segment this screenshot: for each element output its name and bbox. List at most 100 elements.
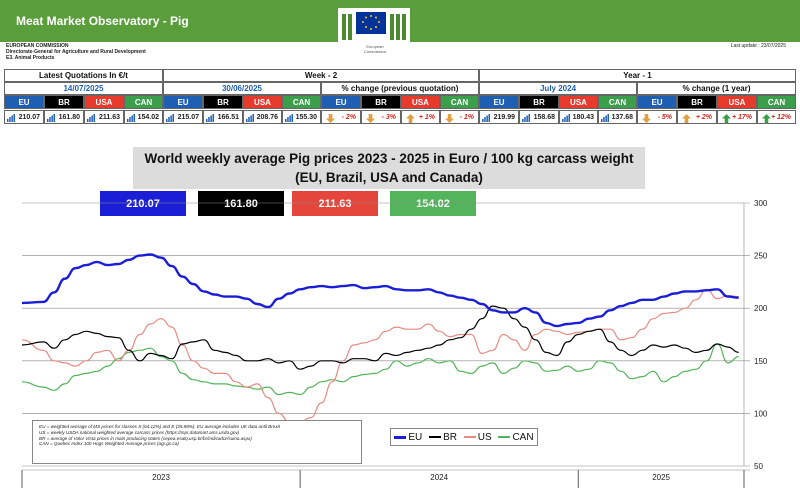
week-value-usa: 208.76 (243, 110, 282, 124)
latest-quotations-label: Latest Quotations In €/t (4, 69, 163, 82)
week-value-eu: 215.07 (163, 110, 203, 124)
y-tick-label: 250 (754, 252, 768, 261)
year-label: Year - 1 (479, 69, 796, 82)
week-label: Week - 2 (163, 69, 479, 82)
legend-label-us: US (477, 431, 492, 443)
year-tag-usa: USA (559, 95, 598, 109)
eu-logo (338, 8, 410, 42)
y-tick-label: 300 (754, 199, 768, 208)
week-tag-br: BR (203, 95, 243, 109)
legend-item-eu: EU (394, 432, 422, 443)
year-value-br: 158.68 (519, 110, 559, 124)
year-value-eu: 219.99 (479, 110, 519, 124)
value-text: - 2% (341, 113, 356, 121)
notes-box: EU = weighted average of MS prices for c… (32, 420, 362, 464)
value-text: 210.07 (18, 113, 40, 121)
week-change-value-can: - 1% (440, 110, 479, 124)
week-change-tag-can: CAN (440, 95, 479, 109)
latest-date: 14/07/2025 (4, 82, 163, 95)
y-tick-label: 100 (754, 409, 768, 418)
note-can: CAN = Quebec Index 100 Hogs Weighted Ave… (39, 441, 179, 447)
usa-price-box: 211.63 (292, 191, 378, 216)
org-line-3: E3. Animal Products (6, 55, 55, 61)
value-text: 211.63 (98, 113, 120, 121)
note-br: BR = average of Valor Vista prices in ma… (39, 435, 252, 441)
bar-chart-icon (522, 114, 530, 122)
arrow-up-icon (406, 114, 415, 123)
week-tag-can: CAN (282, 95, 321, 109)
latest-value-eu: 210.07 (4, 110, 44, 124)
can-price-box: 154.02 (390, 191, 476, 216)
value-text: + 2% (695, 113, 712, 121)
y-tick-label: 150 (754, 357, 768, 366)
year-value-can: 137.68 (598, 110, 637, 124)
week-value-br: 166.51 (203, 110, 243, 124)
bar-chart-icon (285, 114, 293, 122)
year-value-usa: 180.43 (559, 110, 598, 124)
value-text: 154.02 (137, 113, 159, 121)
week-value-can: 155.30 (282, 110, 321, 124)
value-text: 166.51 (217, 113, 239, 121)
bar-chart-icon (166, 114, 174, 122)
year-tag-can: CAN (598, 95, 637, 109)
week-tag-eu: EU (163, 95, 203, 109)
value-text: 158.68 (533, 113, 555, 121)
bar-chart-icon (127, 114, 135, 122)
value-text: 215.07 (177, 113, 199, 121)
chart-subtitle: (EU, Brazil, USA and Canada) (295, 170, 483, 185)
bar-chart-icon (47, 114, 55, 122)
last-update: Last update : 23/07/2025 (730, 43, 786, 49)
bar-chart-icon (87, 114, 95, 122)
latest-tag-eu: EU (4, 95, 44, 109)
latest-value-can: 154.02 (124, 110, 163, 124)
year-change-tag-can: CAN (757, 95, 796, 109)
value-text: - 3% (381, 113, 396, 121)
week-change-tag-eu: EU (321, 95, 361, 109)
latest-tag-can: CAN (124, 95, 163, 109)
latest-value-usa: 211.63 (84, 110, 124, 124)
arrow-up-icon (762, 114, 771, 123)
br-price-box: 161.80 (198, 191, 284, 216)
week-change-value-eu: - 2% (321, 110, 361, 124)
year-change-tag-eu: EU (637, 95, 677, 109)
org-line-2: Directorate-General for Agriculture and … (6, 49, 146, 55)
x-year-label: 2023 (152, 473, 170, 482)
year-change-value-br: + 2% (677, 110, 717, 124)
bar-chart-icon (7, 114, 15, 122)
year-change-value-eu: - 5% (637, 110, 677, 124)
bar-chart-icon (562, 114, 570, 122)
arrow-down-icon (445, 114, 454, 123)
week-change-label: % change (previous quotation) (321, 82, 479, 95)
series-legend: EU BR US CAN (390, 428, 538, 446)
y-tick-label: 200 (754, 304, 768, 313)
week-change-tag-br: BR (361, 95, 401, 109)
legend-label-eu: EU (408, 431, 423, 443)
note-us: US = weekly USDA national weighted avera… (39, 429, 240, 435)
org-line-1: EUROPEAN COMMISSION (6, 43, 69, 49)
latest-value-br: 161.80 (44, 110, 84, 124)
year-tag-eu: EU (479, 95, 519, 109)
legend-label-can: CAN (512, 431, 534, 443)
bar-chart-icon (601, 114, 609, 122)
value-text: 161.80 (58, 113, 80, 121)
latest-tag-br: BR (44, 95, 84, 109)
legend-item-us: US (463, 431, 492, 443)
legend-item-can: CAN (498, 431, 534, 443)
year-date: July 2024 (479, 82, 637, 95)
bar-chart-icon (482, 114, 490, 122)
arrow-down-icon (326, 114, 335, 123)
value-text: - 1% (459, 113, 474, 121)
x-year-label: 2025 (652, 473, 670, 482)
logo-caption: European Commission (363, 44, 386, 54)
series-line-br (21, 305, 739, 370)
legend-item-br: BR (429, 432, 457, 443)
value-text: 219.99 (493, 113, 515, 121)
value-text: 180.43 (572, 113, 594, 121)
bar-chart-icon (206, 114, 214, 122)
eu-price-box: 210.07 (100, 191, 186, 216)
value-text: + 17% (731, 113, 752, 121)
bar-chart-icon (246, 114, 254, 122)
week-date: 30/06/2025 (163, 82, 321, 95)
week-tag-usa: USA (243, 95, 282, 109)
arrow-down-icon (642, 114, 651, 123)
